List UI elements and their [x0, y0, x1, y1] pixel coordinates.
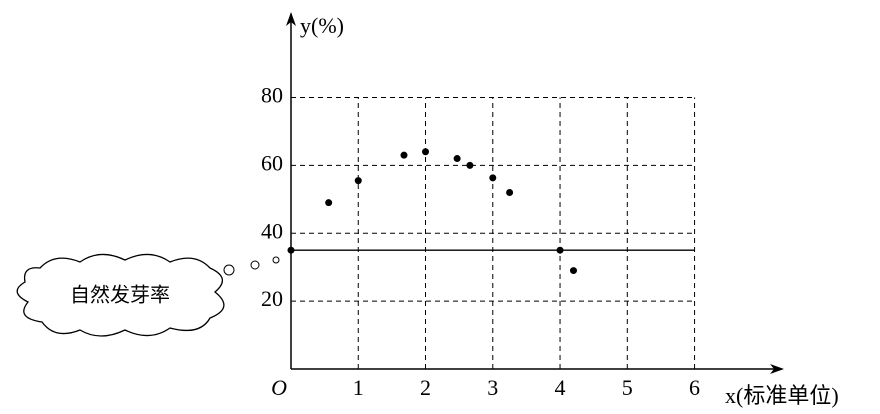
scatter-point: [422, 148, 430, 156]
scatter-point: [325, 199, 333, 207]
scatter-point: [466, 161, 474, 169]
y-tick-label: 20: [261, 286, 283, 311]
scatter-point: [489, 174, 497, 182]
y-tick-label: 60: [261, 150, 283, 175]
cloud: [16, 253, 225, 337]
scatter-point: [453, 155, 461, 163]
x-tick-label: 2: [420, 375, 431, 400]
origin-label: O: [271, 375, 287, 400]
scatter-point: [556, 246, 564, 254]
x-tick-label: 6: [689, 375, 700, 400]
y-tick-label: 80: [261, 83, 283, 108]
y-tick-label: 40: [261, 218, 283, 243]
scatter-point: [354, 177, 362, 185]
scatter-point: [506, 189, 514, 196]
scatter-point: [400, 151, 408, 159]
thought-bubble: [272, 256, 280, 264]
x-tick-label: 5: [622, 375, 633, 400]
y-axis-label: y(%): [300, 13, 344, 38]
x-tick-label: 4: [555, 375, 566, 400]
thought-bubble: [250, 260, 260, 270]
annotation: 自然发芽率: [70, 283, 170, 307]
x-tick-label: 3: [487, 375, 498, 400]
scatter-point: [569, 267, 577, 275]
thought-bubble: [223, 264, 235, 276]
x-axis-label: x(标准单位): [725, 383, 839, 408]
grid: [291, 96, 696, 369]
scatter-point: [287, 246, 295, 254]
x-tick-label: 1: [353, 375, 364, 400]
